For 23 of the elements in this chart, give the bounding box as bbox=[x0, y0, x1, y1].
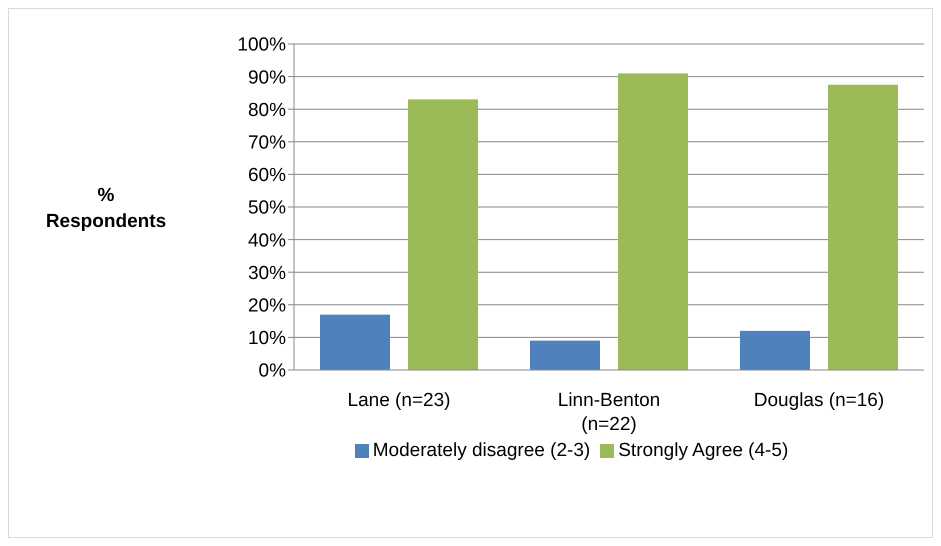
y-tick-label: 80% bbox=[248, 100, 286, 121]
y-tick-label: 40% bbox=[248, 230, 286, 252]
bar bbox=[828, 84, 898, 370]
y-tick-label: 0% bbox=[258, 360, 286, 382]
bar bbox=[320, 314, 390, 370]
x-tick-label: Douglas (n=16) bbox=[754, 390, 884, 411]
legend-label: Moderately disagree (2-3) bbox=[372, 440, 590, 461]
bar bbox=[408, 99, 478, 370]
legend-label: Strongly Agree (4-5) bbox=[618, 440, 788, 461]
y-tick-label: 50% bbox=[248, 198, 286, 219]
y-tick-label: 90% bbox=[248, 67, 286, 88]
y-tick-label: 70% bbox=[248, 132, 286, 154]
bar bbox=[740, 330, 810, 370]
y-tick-label: 10% bbox=[248, 328, 286, 350]
y-tick-label: 100% bbox=[237, 34, 286, 56]
y-tick-label: 30% bbox=[248, 262, 286, 284]
y-tick-label: 20% bbox=[248, 296, 286, 317]
x-tick-label: Lane (n=23) bbox=[348, 390, 450, 411]
bar bbox=[530, 340, 600, 370]
x-tick-label: Linn-Benton (n=22) bbox=[558, 390, 660, 435]
y-tick-label: 60% bbox=[248, 165, 286, 186]
bar bbox=[618, 73, 688, 370]
y-axis-title: % Respondents bbox=[46, 185, 166, 232]
